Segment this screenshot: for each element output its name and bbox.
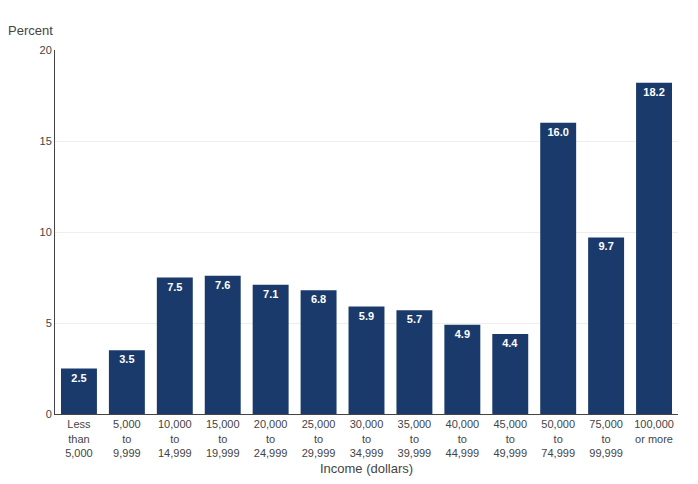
svg-text:7.5: 7.5 bbox=[167, 281, 182, 293]
svg-text:9.7: 9.7 bbox=[598, 240, 613, 252]
svg-text:5.9: 5.9 bbox=[359, 310, 374, 322]
svg-text:18.2: 18.2 bbox=[643, 86, 664, 98]
svg-text:3.5: 3.5 bbox=[119, 353, 134, 365]
svg-text:10,000to14,999: 10,000to14,999 bbox=[158, 418, 192, 459]
svg-text:30,000to34,999: 30,000to34,999 bbox=[350, 418, 384, 459]
svg-text:5: 5 bbox=[46, 317, 52, 329]
svg-text:40,000to44,999: 40,000to44,999 bbox=[446, 418, 480, 459]
svg-text:Percent: Percent bbox=[8, 23, 53, 38]
svg-text:15,000to19,999: 15,000to19,999 bbox=[206, 418, 240, 459]
svg-text:5,000to9,999: 5,000to9,999 bbox=[113, 418, 141, 459]
svg-text:5.7: 5.7 bbox=[407, 313, 422, 325]
svg-text:50,000to74,999: 50,000to74,999 bbox=[541, 418, 575, 459]
svg-text:20: 20 bbox=[40, 44, 52, 56]
svg-text:4.9: 4.9 bbox=[455, 328, 470, 340]
svg-text:0: 0 bbox=[46, 408, 52, 420]
svg-text:4.4: 4.4 bbox=[502, 337, 518, 349]
svg-text:16.0: 16.0 bbox=[547, 126, 568, 138]
svg-text:Lessthan5,000: Lessthan5,000 bbox=[65, 418, 93, 459]
svg-text:20,000to24,999: 20,000to24,999 bbox=[254, 418, 288, 459]
svg-text:7.6: 7.6 bbox=[215, 279, 230, 291]
svg-text:2.5: 2.5 bbox=[71, 372, 86, 384]
svg-text:7.1: 7.1 bbox=[263, 288, 278, 300]
svg-text:6.8: 6.8 bbox=[311, 293, 326, 305]
svg-text:45,000to49,999: 45,000to49,999 bbox=[493, 418, 527, 459]
svg-text:25,000to29,999: 25,000to29,999 bbox=[302, 418, 336, 459]
svg-text:35,000to39,999: 35,000to39,999 bbox=[398, 418, 432, 459]
svg-text:Income (dollars): Income (dollars) bbox=[320, 461, 413, 476]
svg-text:15: 15 bbox=[40, 135, 52, 147]
svg-text:10: 10 bbox=[40, 226, 52, 238]
svg-text:100,000or more: 100,000or more bbox=[634, 418, 674, 444]
svg-text:75,000to99,999: 75,000to99,999 bbox=[589, 418, 623, 459]
